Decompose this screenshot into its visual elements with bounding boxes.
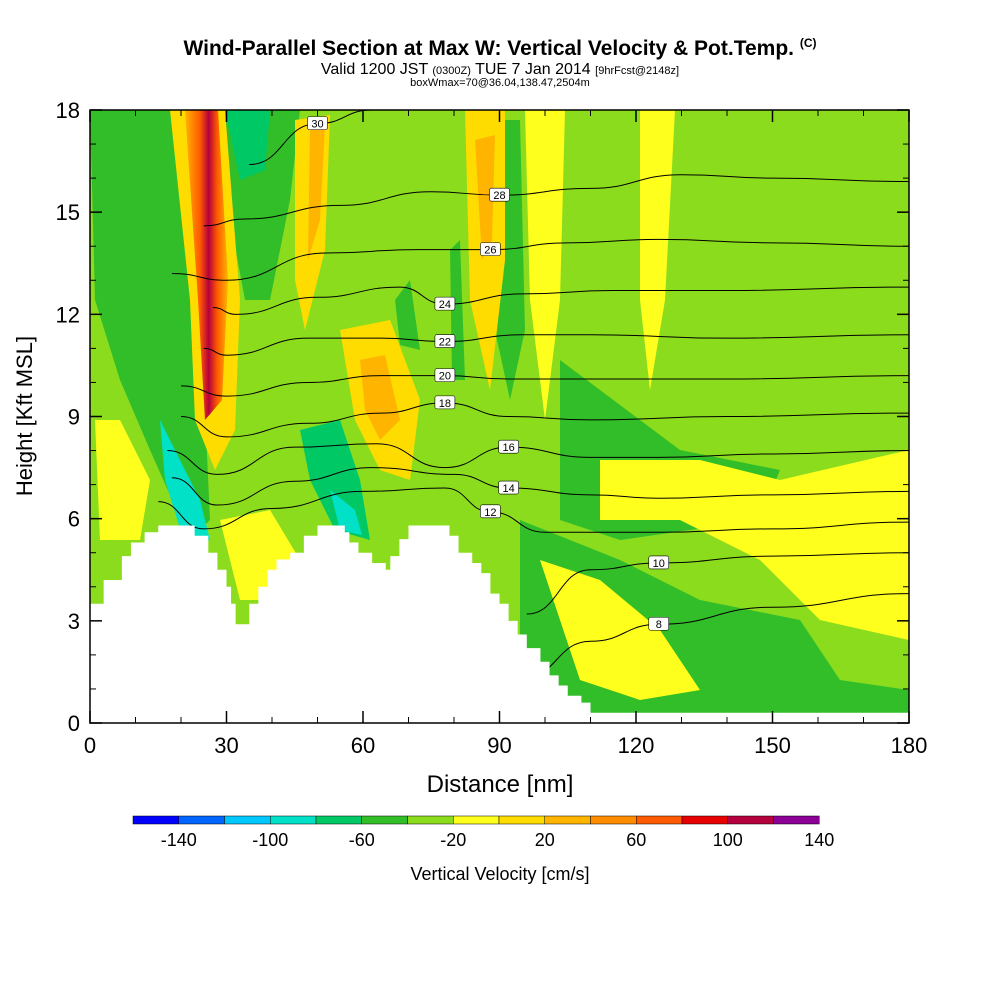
colorbar-tick-label: -20: [440, 830, 466, 850]
theta-contour-24: [212, 286, 909, 315]
contour-label-20: 20: [439, 371, 451, 383]
terrain-mask: [90, 525, 909, 723]
colorbar-segment: [132, 815, 179, 825]
y-axis-label: Height [Kft MSL]: [12, 336, 37, 496]
contour-label-18: 18: [439, 398, 451, 410]
colorbar-label: Vertical Velocity [cm/s]: [410, 864, 589, 884]
contour-label-bg-12: [480, 504, 501, 519]
x-tick-label: 60: [351, 733, 375, 758]
contour-label-bg-18: [434, 395, 456, 410]
theta-contour-26: [171, 238, 909, 281]
colorbar-tick-label: 60: [626, 830, 646, 850]
colorbar-tick-label: -100: [252, 830, 288, 850]
colorbar-segment: [590, 815, 637, 825]
colorbar: -140 -100 -60 -20 20 60 100 140: [132, 815, 834, 850]
contour-label-8: 8: [656, 619, 662, 631]
colorbar-segment: [453, 815, 500, 825]
valid-prefix: Valid 1200 JST: [320, 61, 428, 78]
colorbar-segment: [407, 815, 454, 825]
colorbar-segment: [636, 815, 683, 825]
theta-contour-20: [180, 375, 909, 397]
chart-subtitle: Valid 1200 JST (0300Z) TUE 7 Jan 2014 [9…: [0, 61, 1000, 79]
y-tick-label: 12: [56, 302, 80, 327]
theta-contour-16: [167, 443, 909, 475]
x-tick-label: 30: [214, 733, 238, 758]
contour-label-10: 10: [653, 558, 665, 570]
contour-label-bg-28: [489, 187, 510, 202]
colorbar-tick-label: 100: [713, 830, 743, 850]
forecast-info: [9hrFcst@2148z]: [595, 65, 680, 77]
colorbar-segment: [361, 815, 408, 825]
x-tick-label: 0: [84, 733, 96, 758]
contour-label-30: 30: [311, 119, 323, 131]
colorbar-segment: [681, 815, 728, 825]
chart-title: Wind-Parallel Section at Max W: Vertical…: [0, 36, 1000, 61]
theta-contour-14: [171, 467, 909, 506]
title-tag: (C): [799, 36, 817, 50]
contour-label-bg-26: [480, 242, 501, 256]
y-tick-label: 3: [68, 609, 80, 634]
contour-label-16: 16: [502, 442, 514, 454]
x-tick-label: 150: [754, 733, 791, 758]
y-tick-label: 15: [56, 200, 80, 225]
box-info: boxWmax=70@36.04,138.47,2504m: [410, 77, 590, 89]
contour-label-bg-8: [648, 616, 670, 631]
colorbar-segment: [315, 815, 362, 825]
colorbar-tick-label: 140: [804, 830, 834, 850]
colorbar-tick-label: -60: [349, 830, 375, 850]
x-tick-label: 120: [618, 733, 655, 758]
y-tick-label: 18: [56, 98, 80, 123]
plot-area: 8 10 12 14 16 18 20 22 24 26 28 30: [90, 110, 909, 723]
contour-label-bg-16: [498, 439, 519, 454]
theta-contour-18: [180, 402, 909, 438]
contour-label-28: 28: [493, 190, 505, 202]
contour-label-14: 14: [502, 483, 514, 495]
colorbar-tick-label: -140: [161, 830, 197, 850]
contour-label-bg-30: [307, 116, 328, 130]
contour-label-bg-10: [648, 555, 670, 570]
colorbar-segment: [178, 815, 225, 825]
colorbar-segment: [224, 815, 271, 825]
contour-label-bg-20: [434, 368, 456, 382]
contour-label-bg-22: [434, 334, 456, 348]
axes: 0 30 60 90 120 150 180 0 3 6 9 12 15 18: [56, 98, 928, 758]
x-tick-label: 180: [891, 733, 928, 758]
contour-label-bg-14: [498, 480, 519, 495]
y-tick-label: 6: [68, 507, 80, 532]
y-tick-label: 0: [68, 711, 80, 736]
theta-contour-22: [203, 334, 909, 356]
valid-zulu: (0300Z): [432, 65, 471, 77]
colorbar-segment: [727, 815, 774, 825]
contour-label-26: 26: [484, 245, 496, 257]
colorbar-segment: [773, 815, 820, 825]
colorbar-segment: [544, 815, 591, 825]
valid-date: TUE 7 Jan 2014: [475, 61, 591, 78]
colorbar-tick-label: 20: [535, 830, 555, 850]
x-axis-label: Distance [nm]: [427, 771, 574, 798]
contour-label-12: 12: [484, 507, 496, 519]
theta-contour-28: [203, 174, 909, 227]
theta-contour-12: [158, 487, 909, 533]
theta-contours: 8 10 12 14 16 18 20 22 24 26 28 30: [158, 110, 909, 680]
contour-label-22: 22: [439, 337, 451, 349]
contour-label-bg-24: [434, 296, 456, 311]
theta-contour-8: [522, 593, 909, 680]
y-tick-label: 9: [68, 405, 80, 430]
chart-title-text: Wind-Parallel Section at Max W: Vertical…: [183, 37, 794, 60]
x-tick-label: 90: [487, 733, 511, 758]
colorbar-segment: [498, 815, 545, 825]
contour-label-24: 24: [439, 299, 451, 311]
colorbar-segment: [270, 815, 317, 825]
